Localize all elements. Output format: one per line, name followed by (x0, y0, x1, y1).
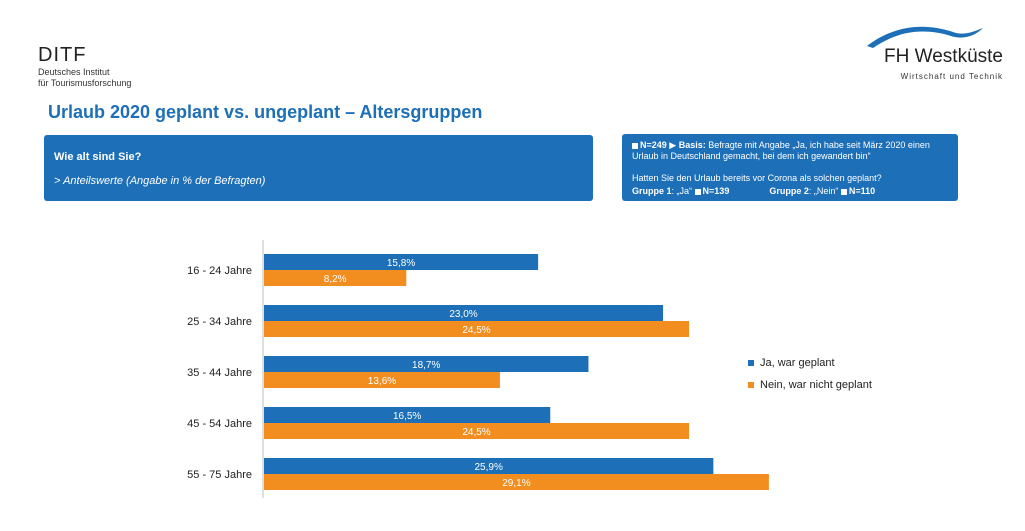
bar-nicht-geplant (264, 423, 690, 439)
legend-swatch-blue (748, 360, 754, 366)
group1-label: Gruppe 1 (632, 186, 672, 196)
group2-n: N=110 (848, 186, 876, 196)
category-label: 16 - 24 Jahre (187, 265, 252, 277)
question-text: Wie alt sind Sie? (54, 151, 142, 163)
legend-item-geplant: Ja, war geplant (748, 352, 872, 374)
arrow-right-icon: ▶ (669, 140, 677, 150)
data-label: 23,0% (449, 309, 477, 320)
bar-nicht-geplant (264, 270, 407, 286)
ditf-subtitle-1: Deutsches Institut (38, 67, 110, 77)
info-box: N=249 ▶ Basis: Befragte mit Angabe „Ja, … (622, 134, 958, 201)
bar-geplant (264, 305, 664, 321)
ditf-subtitle-2: für Tourismusforschung (38, 78, 132, 88)
ditf-logo: DITF Deutsches Institut für Tourismusfor… (38, 44, 131, 89)
square-bullet-icon (840, 188, 847, 195)
data-label: 8,2% (324, 274, 347, 285)
data-label: 16,5% (393, 411, 421, 422)
group2-label: Gruppe 2 (769, 186, 809, 196)
square-bullet-icon (632, 142, 638, 149)
legend: Ja, war geplant Nein, war nicht geplant (748, 352, 872, 396)
data-label: 29,1% (502, 478, 530, 489)
fh-name: FH Westküste (884, 46, 1003, 67)
group1-value: : „Ja“ (671, 186, 693, 196)
category-label: 55 - 75 Jahre (187, 469, 252, 481)
category-label: 25 - 34 Jahre (187, 316, 252, 328)
info-question: Hatten Sie den Urlaub bereits vor Corona… (632, 173, 882, 183)
group1-n: N=139 (702, 186, 730, 196)
info-basis-text: Befragte mit Angabe „Ja, ich habe seit M… (632, 140, 930, 161)
legend-item-nicht-geplant: Nein, war nicht geplant (748, 374, 872, 396)
bar-nicht-geplant (264, 474, 769, 490)
bar-chart: 16 - 24 Jahre 15,8% 8,2% 25 - 34 Jahre 23,0%… (187, 240, 769, 498)
bar-geplant (264, 254, 539, 270)
category-label: 35 - 44 Jahre (187, 367, 252, 379)
group2-value: : „Nein“ (808, 186, 839, 196)
fh-westkueste-logo: FH Westküste Wirtschaft und Technik (863, 22, 1003, 82)
data-label: 24,5% (462, 427, 490, 438)
legend-swatch-orange (748, 382, 754, 388)
bar-geplant (264, 356, 589, 372)
square-bullet-icon (694, 188, 701, 195)
bar-geplant (264, 407, 551, 423)
data-label: 24,5% (462, 325, 490, 336)
bar-nicht-geplant (264, 321, 690, 337)
bar-nicht-geplant (264, 372, 500, 388)
data-label: 25,9% (475, 462, 503, 473)
page-title: Urlaub 2020 geplant vs. ungeplant – Alte… (48, 102, 483, 122)
info-n-total: N=249 (640, 140, 667, 150)
category-label: 45 - 54 Jahre (187, 418, 252, 430)
info-basis-label: Basis: (678, 140, 706, 150)
data-label: 18,7% (412, 360, 440, 371)
fh-subtitle: Wirtschaft und Technik (900, 72, 1003, 81)
legend-label-geplant: Ja, war geplant (760, 357, 835, 369)
question-box: Wie alt sind Sie? > Anteilswerte (Angabe… (44, 135, 593, 201)
legend-label-nicht-geplant: Nein, war nicht geplant (760, 379, 872, 391)
bar-geplant (264, 458, 714, 474)
info-groups: Gruppe 1: „Ja“ N=139 Gruppe 2: „Nein“ N=… (632, 186, 875, 197)
question-note: > Anteilswerte (Angabe in % der Befragte… (54, 175, 266, 187)
ditf-name: DITF (38, 44, 87, 66)
data-label: 15,8% (387, 258, 415, 269)
wave-icon (867, 26, 983, 48)
info-basis: N=249 ▶ Basis: Befragte mit Angabe „Ja, … (632, 140, 952, 162)
data-label: 13,6% (368, 376, 396, 387)
